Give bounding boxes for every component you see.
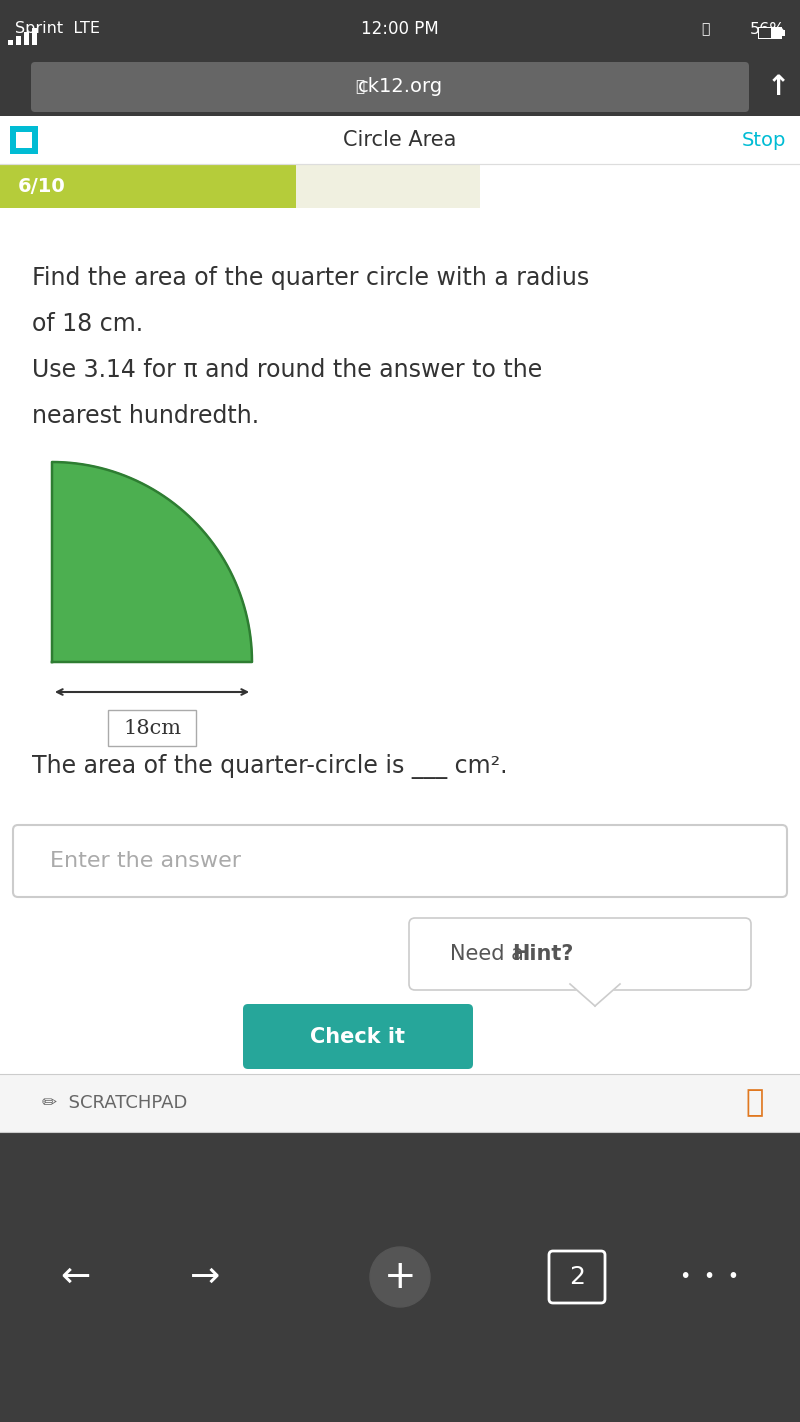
Text: ←: ← bbox=[60, 1260, 90, 1294]
Bar bbox=[480, 164, 800, 208]
Bar bbox=[0, 1132, 800, 1422]
Bar bbox=[0, 0, 800, 58]
Text: Hint?: Hint? bbox=[512, 944, 574, 964]
Bar bbox=[16, 132, 32, 148]
Text: •  •  •: • • • bbox=[681, 1267, 739, 1287]
Polygon shape bbox=[52, 462, 252, 663]
Text: Sprint  LTE: Sprint LTE bbox=[15, 21, 100, 37]
Text: ⏰: ⏰ bbox=[701, 21, 709, 36]
Text: 56%: 56% bbox=[750, 21, 785, 37]
Circle shape bbox=[370, 1247, 430, 1307]
Bar bbox=[32, 28, 37, 46]
Text: 18cm: 18cm bbox=[123, 718, 181, 738]
Text: Need a: Need a bbox=[450, 944, 530, 964]
Bar bbox=[296, 164, 480, 208]
FancyBboxPatch shape bbox=[13, 825, 787, 897]
Text: 6/10: 6/10 bbox=[18, 176, 66, 195]
Text: 🔒: 🔒 bbox=[355, 80, 365, 94]
Text: 👾: 👾 bbox=[746, 1088, 764, 1118]
Bar bbox=[759, 28, 771, 38]
Text: Check it: Check it bbox=[310, 1027, 406, 1047]
FancyBboxPatch shape bbox=[409, 919, 751, 990]
Text: nearest hundredth.: nearest hundredth. bbox=[32, 404, 259, 428]
Text: ↑: ↑ bbox=[766, 73, 790, 101]
Text: Use 3.14 for π and round the answer to the: Use 3.14 for π and round the answer to t… bbox=[32, 358, 542, 383]
Bar bbox=[0, 117, 800, 164]
Text: 2: 2 bbox=[569, 1266, 585, 1288]
Bar bbox=[8, 40, 13, 46]
Polygon shape bbox=[570, 984, 620, 1005]
Bar bbox=[10, 127, 38, 154]
Text: ✏  SCRATCHPAD: ✏ SCRATCHPAD bbox=[42, 1094, 187, 1112]
Text: Find the area of the quarter circle with a radius: Find the area of the quarter circle with… bbox=[32, 266, 590, 290]
Bar bbox=[24, 33, 29, 46]
FancyBboxPatch shape bbox=[243, 1004, 473, 1069]
Bar bbox=[782, 30, 785, 36]
Text: ck12.org: ck12.org bbox=[358, 78, 442, 97]
Text: Circle Area: Circle Area bbox=[343, 129, 457, 149]
Bar bbox=[0, 58, 800, 117]
Text: 12:00 PM: 12:00 PM bbox=[361, 20, 439, 38]
FancyBboxPatch shape bbox=[108, 710, 196, 747]
Bar bbox=[0, 208, 800, 1422]
Bar bbox=[0, 164, 296, 208]
Text: Stop: Stop bbox=[742, 131, 786, 149]
Text: +: + bbox=[384, 1258, 416, 1295]
Text: The area of the quarter-circle is ___ cm².: The area of the quarter-circle is ___ cm… bbox=[32, 754, 507, 779]
Bar bbox=[0, 1074, 800, 1132]
Text: Enter the answer: Enter the answer bbox=[50, 850, 241, 872]
Text: of 18 cm.: of 18 cm. bbox=[32, 311, 143, 336]
Bar bbox=[758, 27, 782, 38]
FancyBboxPatch shape bbox=[31, 63, 749, 112]
Text: →: → bbox=[190, 1260, 220, 1294]
Bar bbox=[16, 36, 21, 46]
